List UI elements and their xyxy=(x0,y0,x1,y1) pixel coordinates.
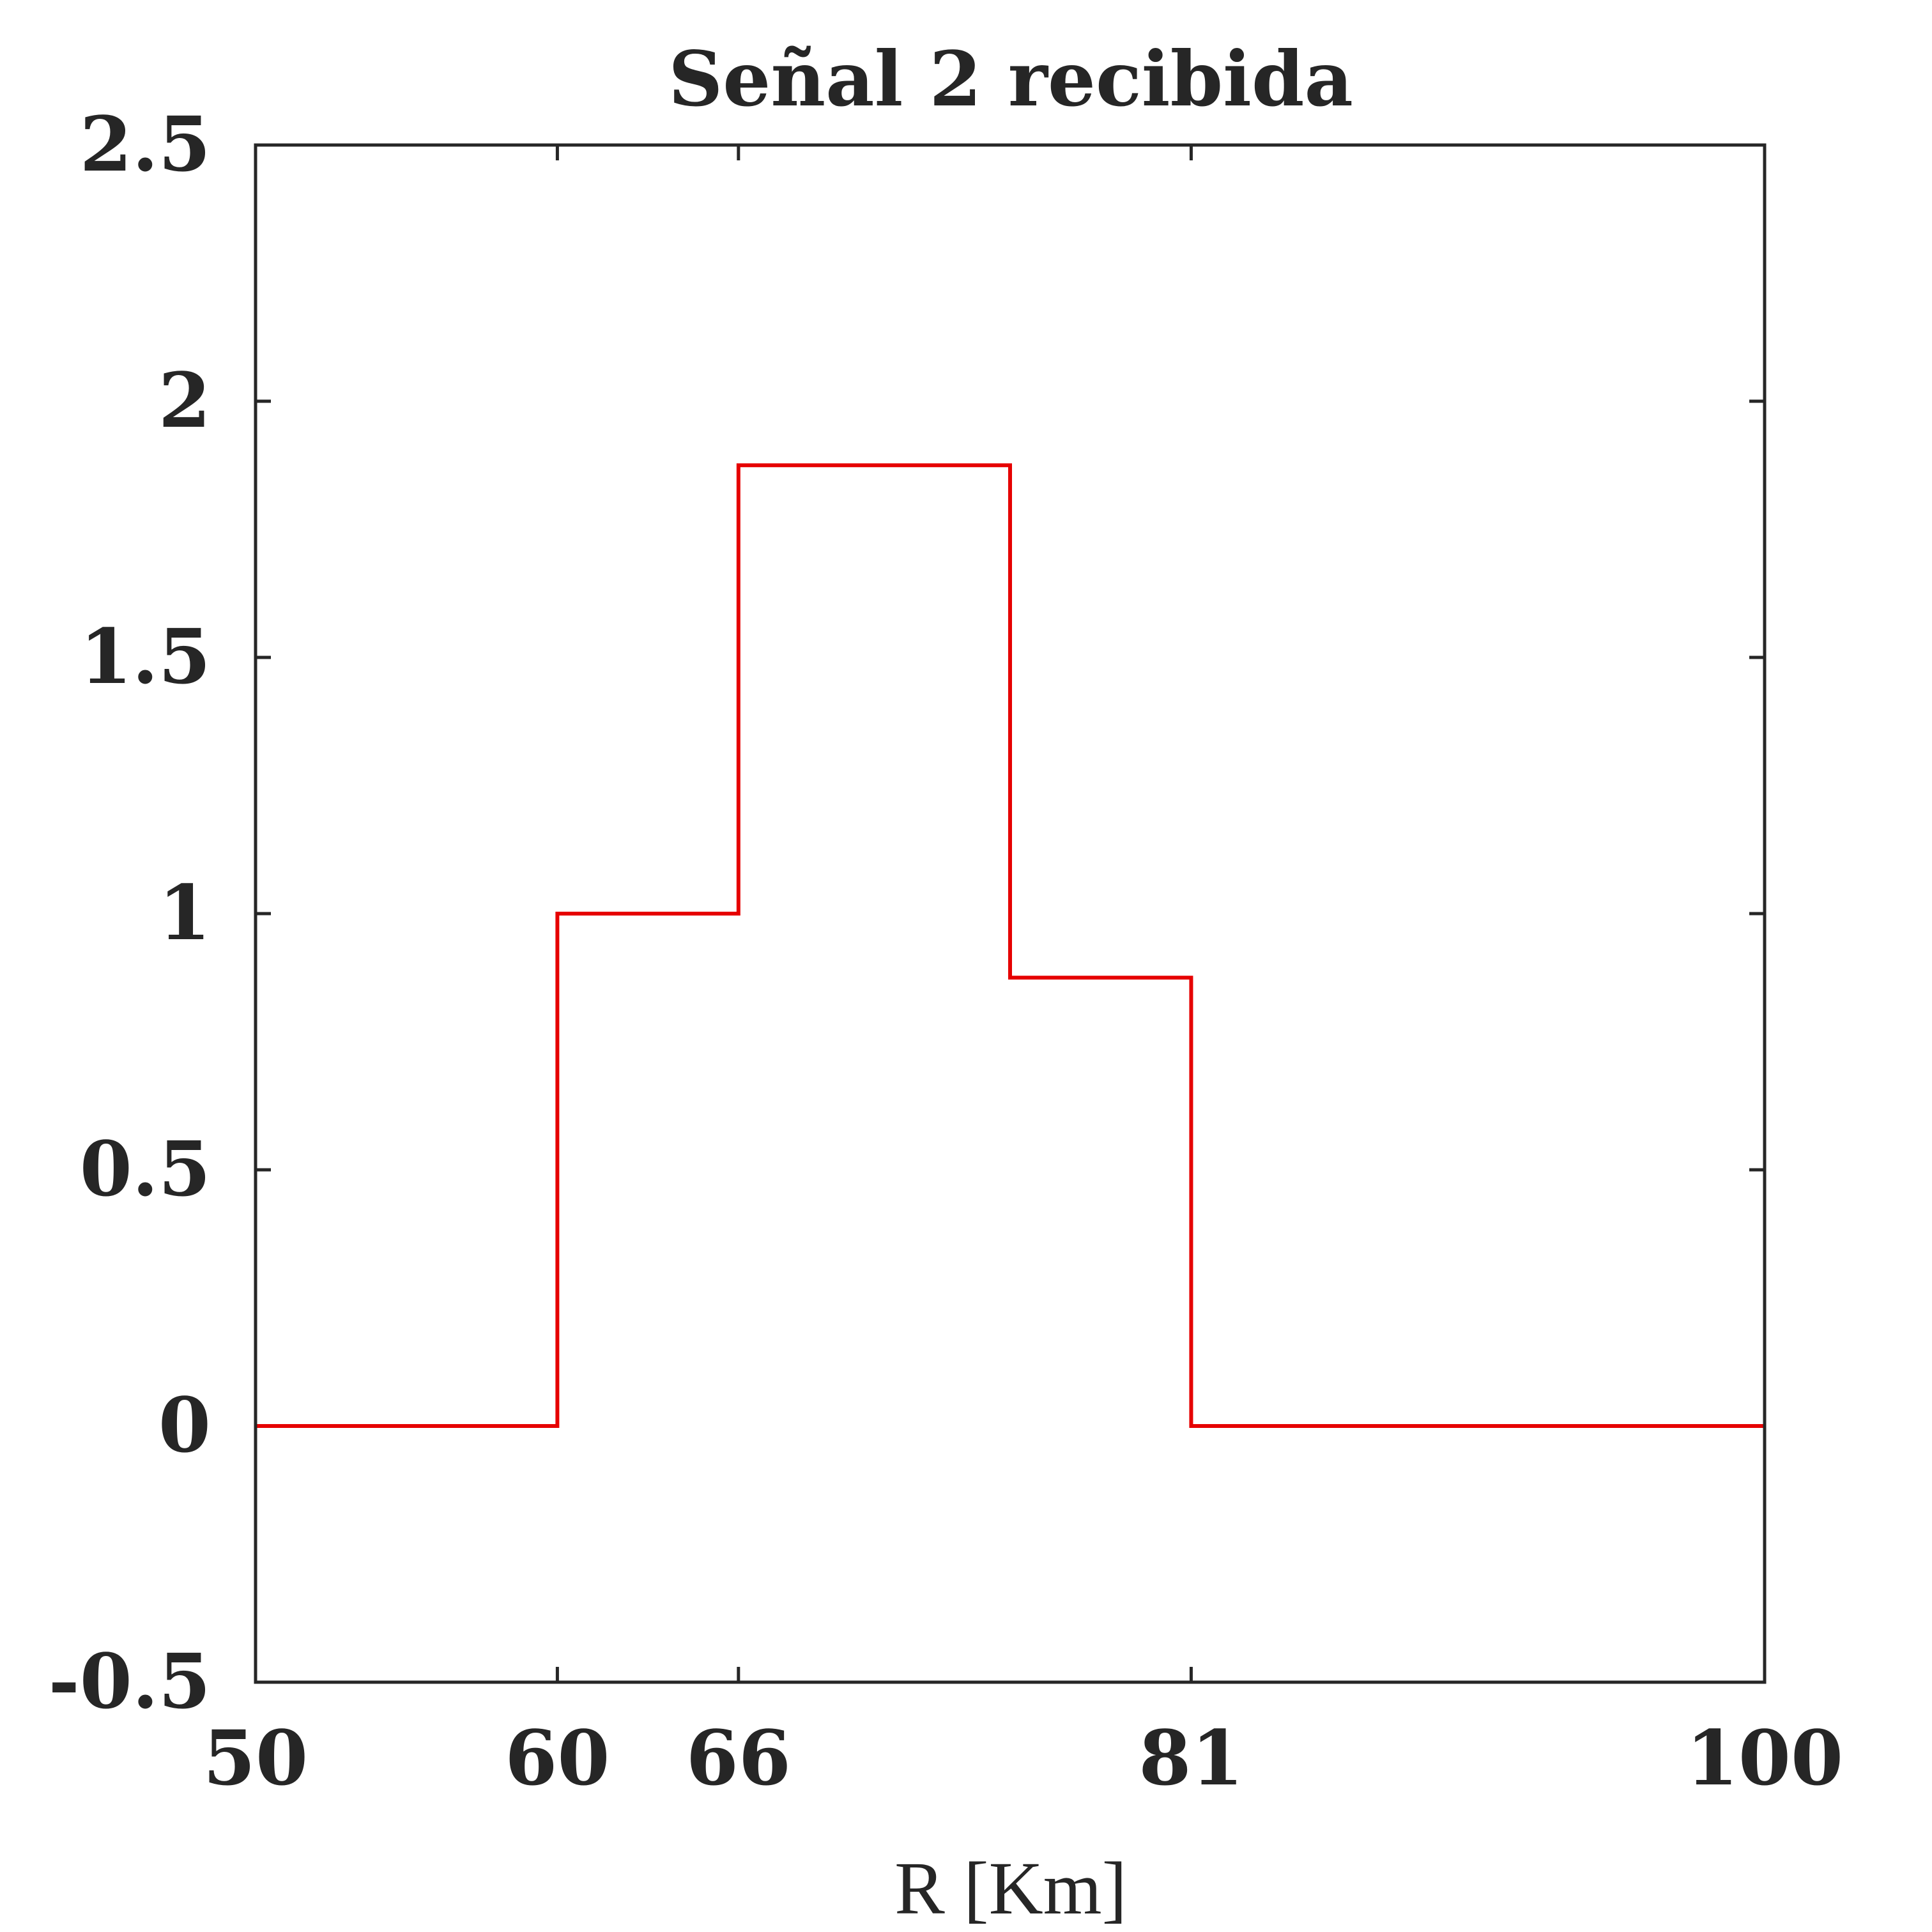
y-tick-label: 0.5 xyxy=(80,1124,211,1213)
y-tick-labels: -0.5 0 0.5 1 1.5 2 2.5 xyxy=(49,100,211,1726)
series-layer xyxy=(256,463,1765,1428)
plot-area-frame xyxy=(254,143,1767,1684)
chart-title: Señal 2 recibida xyxy=(668,34,1353,123)
series-line xyxy=(256,463,1765,1428)
x-tick-label: 50 xyxy=(203,1713,308,1802)
y-tick-label: 1 xyxy=(158,868,211,957)
x-tick-label: 81 xyxy=(1138,1713,1243,1802)
x-tick-label: 66 xyxy=(686,1713,791,1802)
y-tick-label: -0.5 xyxy=(49,1637,211,1726)
x-tick-label: 100 xyxy=(1686,1713,1843,1802)
y-tick-label: 2.5 xyxy=(80,100,211,188)
y-tick-label: 1.5 xyxy=(80,612,211,701)
x-axis-label: R [Km] xyxy=(894,1846,1127,1930)
x-tick-labels: 50 60 66 81 100 xyxy=(203,1713,1843,1802)
x-tick-label: 60 xyxy=(505,1713,610,1802)
y-tick-label: 2 xyxy=(158,356,211,445)
y-tick-label: 0 xyxy=(158,1381,211,1469)
